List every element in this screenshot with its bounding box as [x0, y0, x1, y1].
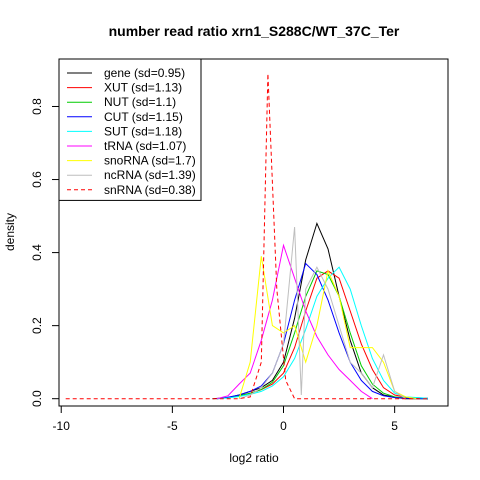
- x-axis: -10 -5 0 5: [53, 406, 398, 433]
- legend-label-7: ncRNA (sd=1.39): [104, 168, 196, 182]
- series-line-1: [216, 270, 429, 400]
- series-line-5: [216, 243, 373, 400]
- y-tick-label-4: 0.8: [30, 98, 44, 115]
- legend-label-3: CUT (sd=1.15): [104, 110, 183, 124]
- legend-label-5: tRNA (sd=1.07): [104, 139, 186, 153]
- legend-box: [58, 58, 202, 201]
- y-tick-label-3: 0.6: [30, 171, 44, 188]
- plot-frame: [58, 58, 449, 407]
- y-tick-label-0: 0.0: [30, 390, 44, 407]
- legend-label-2: NUT (sd=1.1): [104, 95, 176, 109]
- series-line-3: [216, 262, 429, 400]
- legend-label-6: snoRNA (sd=1.7): [104, 154, 196, 168]
- legend-label-4: SUT (sd=1.18): [104, 124, 182, 138]
- legend: gene (sd=0.95)XUT (sd=1.13)NUT (sd=1.1)C…: [58, 58, 202, 201]
- x-tick-label-1: -5: [167, 419, 178, 433]
- y-axis: 0.0 0.2 0.4 0.6 0.8: [30, 98, 59, 407]
- legend-label-1: XUT (sd=1.13): [104, 81, 182, 95]
- legend-label-0: gene (sd=0.95): [104, 66, 185, 80]
- series-layer: [65, 73, 429, 400]
- series-line-8: [65, 73, 428, 400]
- chart-title: number read ratio xrn1_S288C/WT_37C_Ter: [109, 23, 400, 39]
- x-tick-label-3: 5: [391, 419, 398, 433]
- y-tick-label-2: 0.4: [30, 244, 44, 261]
- x-tick-label-0: -10: [53, 419, 71, 433]
- series-line-6: [238, 256, 417, 400]
- series-line-2: [216, 270, 429, 400]
- x-axis-label: log2 ratio: [229, 451, 279, 465]
- y-axis-label: density: [3, 213, 17, 251]
- series-line-4: [216, 266, 429, 400]
- series-line-7: [238, 226, 407, 400]
- x-tick-label-2: 0: [280, 419, 287, 433]
- y-tick-label-1: 0.2: [30, 317, 44, 334]
- legend-label-8: snRNA (sd=0.38): [104, 183, 196, 197]
